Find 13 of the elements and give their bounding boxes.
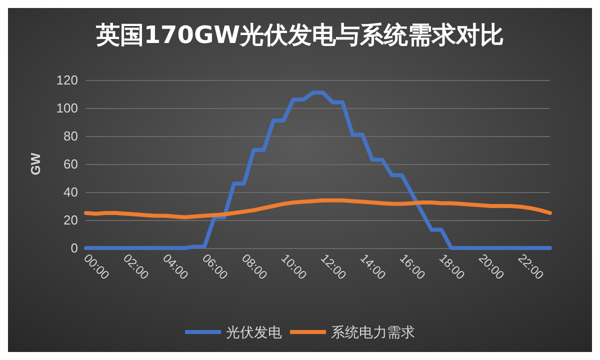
y-tick-label: 80 — [64, 128, 78, 144]
legend-label: 光伏发电 — [226, 324, 282, 340]
y-tick-label: 120 — [56, 72, 78, 88]
line-series — [84, 90, 552, 250]
y-tick-label: 40 — [64, 184, 78, 200]
y-tick-label: 0 — [70, 240, 78, 256]
legend-label: 系统电力需求 — [331, 324, 415, 340]
line-series — [84, 198, 552, 220]
y-tick-label: 100 — [56, 100, 78, 116]
chart-title: 英国170GW光伏发电与系统需求对比 — [94, 21, 504, 49]
y-tick-label: 60 — [64, 156, 78, 172]
y-axis-title: GW — [28, 152, 43, 176]
y-tick-label: 20 — [64, 212, 78, 228]
